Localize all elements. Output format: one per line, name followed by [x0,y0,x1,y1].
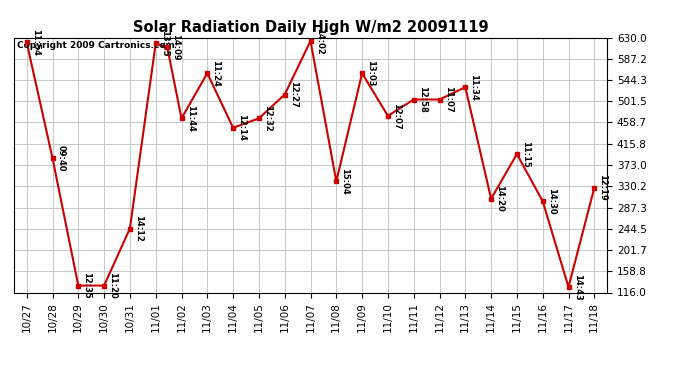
Text: 11:44: 11:44 [186,105,195,132]
Text: 14:12: 14:12 [134,215,143,242]
Text: 12:32: 12:32 [263,105,272,132]
Text: 11:20: 11:20 [108,272,117,299]
Text: 14:43: 14:43 [573,274,582,300]
Text: 12:27: 12:27 [289,81,298,108]
Text: 11:07: 11:07 [444,86,453,113]
Text: 12:35: 12:35 [83,272,92,299]
Text: 14:20: 14:20 [495,185,504,212]
Title: Solar Radiation Daily High W/m2 20091119: Solar Radiation Daily High W/m2 20091119 [132,20,489,35]
Text: Copyright 2009 Cartronics.com: Copyright 2009 Cartronics.com [17,41,175,50]
Text: 13:35: 13:35 [160,30,169,57]
Text: 13:03: 13:03 [366,60,375,87]
Text: 12:19: 12:19 [598,174,607,201]
Text: 09:40: 09:40 [57,145,66,171]
Text: 12:58: 12:58 [418,86,427,113]
Text: 14:09: 14:09 [172,34,181,61]
Text: 11:15: 11:15 [521,141,530,168]
Text: 11:54: 11:54 [31,29,40,56]
Text: 12:07: 12:07 [392,103,401,129]
Text: 11:24: 11:24 [211,60,221,87]
Text: 14:30: 14:30 [547,188,556,214]
Text: 11:34: 11:34 [469,74,478,100]
Text: 14:02: 14:02 [315,28,324,54]
Text: 15:04: 15:04 [340,168,349,195]
Text: 12:14: 12:14 [237,114,246,141]
